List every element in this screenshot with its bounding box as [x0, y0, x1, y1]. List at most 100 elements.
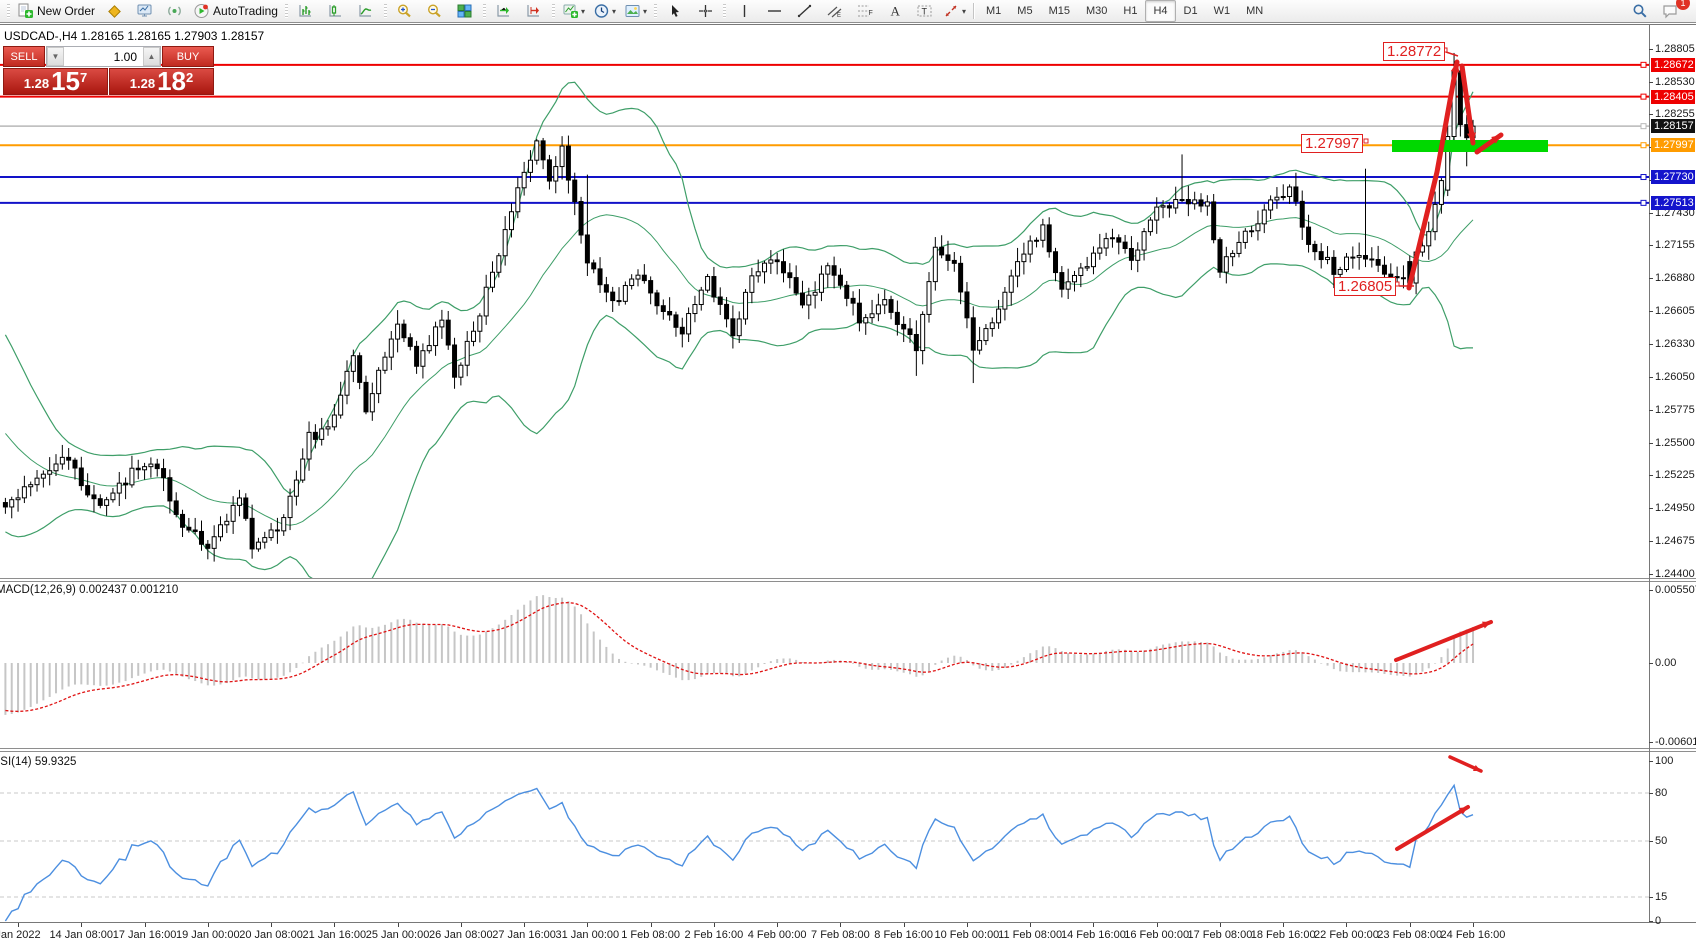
autotrading-button[interactable]: AutoTrading	[190, 0, 281, 22]
toolbar: New Order AutoTrading ▾ ▾ ▾ E F A T ▾ M1 M5 M15 M30 H…	[0, 0, 1696, 23]
time-axis-label: 8 Feb 16:00	[874, 929, 933, 941]
rsi-axis-label: 50	[1655, 835, 1668, 847]
rsi-axis-tick	[1649, 921, 1653, 922]
search-button[interactable]	[1626, 0, 1654, 22]
macd-axis-tick	[1649, 663, 1653, 664]
price-axis-tick	[1649, 212, 1653, 214]
fibonacci-button[interactable]: F	[850, 0, 878, 22]
time-axis-label: 7 Feb 08:00	[811, 929, 870, 941]
text-label-button[interactable]: T	[910, 0, 938, 22]
macd-axis-label: -0.006018	[1655, 736, 1696, 749]
time-axis-label: 10 Feb 00:00	[934, 929, 1000, 941]
toolbar-groups: New Order AutoTrading ▾ ▾ ▾ E F A T ▾	[4, 0, 970, 22]
pane-separator[interactable]	[0, 578, 1696, 579]
rsi-axis-tick	[1649, 897, 1653, 898]
chevron-down-icon: ▾	[580, 6, 585, 16]
time-axis-label: Jan 2022	[0, 929, 41, 941]
timeframe-button-w1[interactable]: W1	[1213, 5, 1231, 17]
bar-chart-button[interactable]	[292, 0, 320, 22]
auto-scroll-button[interactable]	[490, 0, 518, 22]
spike-up-arrow-head	[1450, 62, 1460, 73]
price-level-tag: 1.27997	[1651, 138, 1695, 153]
timeframe-button-m5[interactable]: M5	[1017, 5, 1033, 17]
sell-button[interactable]: SELL	[3, 46, 45, 67]
signals-button[interactable]	[160, 0, 188, 22]
timeframe-button-mn[interactable]: MN	[1246, 5, 1264, 17]
line-chart-button[interactable]	[352, 0, 380, 22]
spike-down-arrow-head	[1467, 132, 1477, 143]
new-order-button[interactable]: New Order	[14, 0, 98, 22]
equidistant-channel-icon: E	[826, 3, 843, 19]
arrows-button[interactable]: ▾	[940, 0, 969, 22]
sell-price-main: 15	[51, 66, 80, 96]
market-depth-button[interactable]	[100, 0, 128, 22]
text-label-icon: T	[916, 3, 933, 19]
time-axis-tick	[840, 923, 842, 927]
price-level-tag: 1.28672	[1651, 57, 1695, 72]
price-level-tag: 1.28405	[1651, 89, 1695, 104]
templates-button[interactable]: ▾	[621, 0, 650, 22]
cursor-button[interactable]	[661, 0, 689, 22]
time-axis-tick	[271, 923, 273, 927]
rsi-axis-label: 100	[1655, 755, 1674, 767]
price-callout-high: 1.28772	[1383, 42, 1446, 61]
periods-button[interactable]: ▾	[590, 0, 619, 22]
volume-spinner: ▼ 1.00 ▲	[46, 46, 161, 67]
price-axis-tick	[1649, 343, 1653, 345]
trendline-icon	[796, 3, 813, 19]
macd-indicator-label: MACD(12,26,9) 0.002437 0.001210	[0, 584, 179, 596]
autotrading-icon	[193, 3, 210, 19]
price-axis-tick	[1649, 114, 1653, 116]
timeframe-button-h4[interactable]: H4	[1145, 0, 1176, 22]
volume-input[interactable]: 1.00	[113, 49, 137, 64]
data-window-icon	[136, 3, 153, 19]
time-axis-label: 24 Feb 16:00	[1440, 929, 1506, 941]
timeframe-button-m1[interactable]: M1	[986, 5, 1002, 17]
chevron-down-icon: ▾	[642, 6, 647, 16]
pane-separator[interactable]	[0, 751, 1696, 752]
indicators-button[interactable]: ▾	[559, 0, 588, 22]
sell-price-display[interactable]: 1.28 15 7	[3, 68, 108, 95]
crosshair-icon	[697, 3, 714, 19]
candlestick-chart-button[interactable]	[322, 0, 350, 22]
zoom-out-button[interactable]	[421, 0, 449, 22]
signals-icon	[166, 3, 183, 19]
time-axis-label: 16 Feb 00:00	[1124, 929, 1190, 941]
toolbar-group: E F A T ▾	[720, 0, 970, 22]
volume-increase-button[interactable]: ▲	[143, 47, 160, 66]
timeframe-button-m15[interactable]: M15	[1048, 5, 1070, 17]
tile-windows-button[interactable]	[451, 0, 479, 22]
line-chart-icon	[357, 3, 374, 19]
macd-rise-arrow	[1394, 620, 1493, 662]
notifications-button[interactable]: 1	[1656, 0, 1690, 22]
text-button[interactable]: A	[880, 0, 908, 22]
price-axis-tick	[1649, 245, 1653, 247]
price-axis-tick	[1649, 508, 1653, 510]
time-axis-label: 14 Jan 08:00	[49, 929, 114, 941]
toolbar-button-label: AutoTrading	[213, 4, 278, 18]
time-axis-label: 27 Jan 16:00	[492, 929, 556, 941]
crosshair-button[interactable]	[691, 0, 719, 22]
time-axis-tick	[144, 923, 146, 927]
timeframe-button-h1[interactable]: H1	[1123, 5, 1138, 17]
data-window-button[interactable]	[130, 0, 158, 22]
zoom-in-button[interactable]	[391, 0, 419, 22]
price-axis-label: 1.26880	[1655, 272, 1695, 285]
price-callout-zone: 1.27997	[1301, 134, 1364, 153]
vertical-line-button[interactable]	[730, 0, 758, 22]
pane-separator[interactable]	[0, 581, 1696, 582]
buy-price-display[interactable]: 1.28 18 2	[109, 68, 214, 95]
timeframe-button-d1[interactable]: D1	[1183, 5, 1198, 17]
chart-shift-button[interactable]	[520, 0, 548, 22]
pane-separator[interactable]	[0, 748, 1696, 749]
timeframe-button-m30[interactable]: M30	[1085, 5, 1108, 17]
price-axis-tick	[1649, 540, 1653, 542]
volume-decrease-button[interactable]: ▼	[47, 47, 64, 66]
horizontal-line-button[interactable]	[760, 0, 788, 22]
equidistant-channel-button[interactable]: E	[820, 0, 848, 22]
buy-button[interactable]: BUY	[162, 46, 214, 67]
trendline-button[interactable]	[790, 0, 818, 22]
bar-chart-icon	[297, 3, 314, 19]
rsi-axis-tick	[1649, 841, 1653, 842]
